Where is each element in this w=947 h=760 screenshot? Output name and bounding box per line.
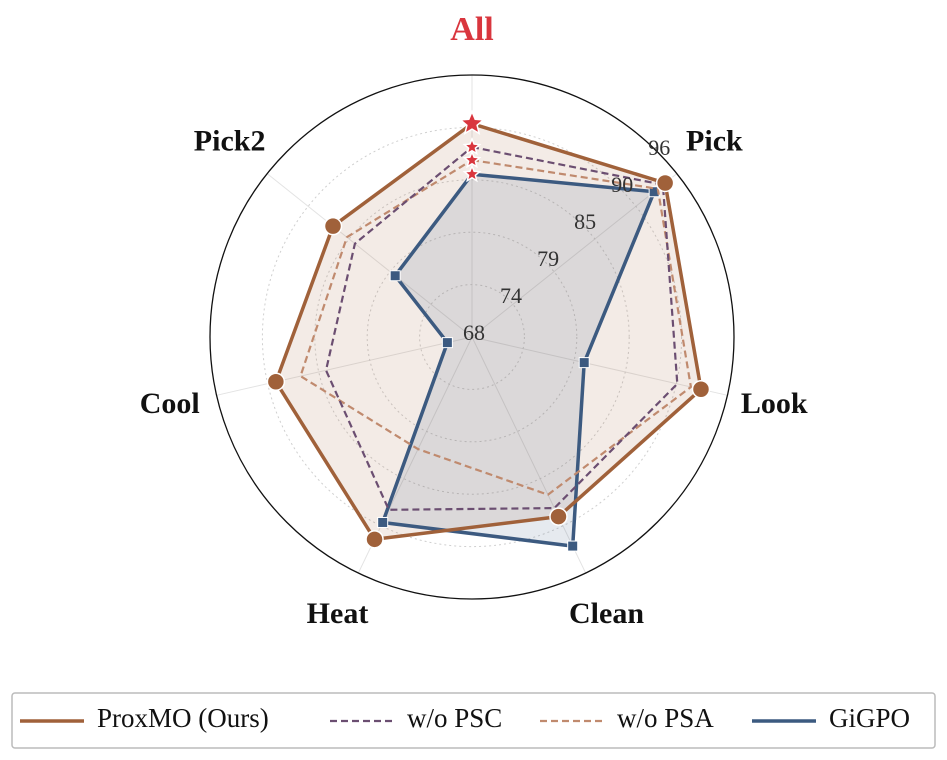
radial-grid-line bbox=[266, 173, 473, 338]
star-marker bbox=[462, 164, 482, 183]
point-marker bbox=[389, 270, 401, 282]
star-marker bbox=[458, 109, 486, 135]
radial-grid-line bbox=[216, 336, 473, 396]
grid-ring bbox=[314, 179, 630, 495]
series-line bbox=[274, 121, 703, 542]
point-marker bbox=[691, 380, 711, 399]
series-area bbox=[382, 174, 655, 547]
point-marker bbox=[266, 372, 286, 392]
category-label: Cool bbox=[140, 387, 200, 420]
point-marker bbox=[377, 516, 389, 528]
grid-ring bbox=[366, 231, 578, 443]
r-tick-label: 68 bbox=[463, 320, 485, 345]
category-label: Clean bbox=[569, 597, 644, 630]
grid-ring bbox=[261, 126, 683, 548]
legend-label: w/o PSA bbox=[617, 703, 714, 733]
point-marker bbox=[578, 357, 590, 369]
star-marker bbox=[462, 137, 482, 156]
star-marker bbox=[462, 150, 482, 169]
r-tick-label: 96 bbox=[648, 135, 670, 160]
category-label: All bbox=[450, 11, 493, 48]
grid-ring bbox=[419, 284, 525, 390]
category-label: Heat bbox=[307, 597, 369, 630]
category-label: Pick bbox=[686, 125, 743, 158]
legend-box bbox=[11, 692, 936, 749]
category-label: Look bbox=[741, 387, 808, 420]
radial-grid-line bbox=[471, 336, 728, 396]
legend-label: w/o PSC bbox=[407, 703, 502, 733]
point-marker bbox=[567, 540, 579, 552]
r-tick-label: 79 bbox=[537, 246, 559, 271]
point-marker bbox=[655, 173, 675, 193]
series-line bbox=[299, 159, 692, 496]
point-marker bbox=[365, 530, 384, 549]
r-tick-label: 85 bbox=[574, 209, 596, 234]
r-tick-label: 90 bbox=[611, 172, 633, 197]
point-marker bbox=[549, 507, 568, 526]
plot-area bbox=[209, 74, 735, 600]
series-line bbox=[380, 172, 656, 548]
series-area bbox=[275, 123, 701, 540]
legend-label: ProxMO (Ours) bbox=[97, 703, 269, 733]
category-label: Pick2 bbox=[194, 125, 266, 158]
r-tick-label: 74 bbox=[500, 283, 522, 308]
radial-grid-line bbox=[471, 336, 587, 574]
point-marker bbox=[441, 337, 453, 349]
legend-label: GiGPO bbox=[829, 703, 910, 733]
radial-grid-line bbox=[471, 173, 678, 338]
series-line bbox=[324, 146, 679, 511]
point-marker bbox=[323, 216, 343, 236]
outer-ring bbox=[209, 74, 735, 600]
